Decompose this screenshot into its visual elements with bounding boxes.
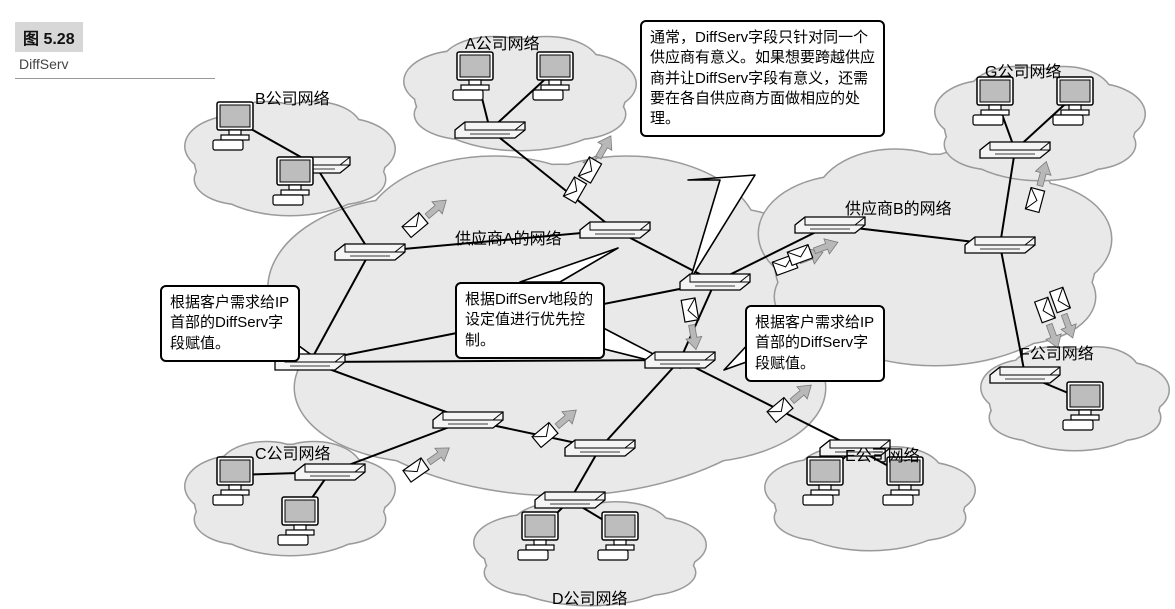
router-pb-w — [795, 217, 865, 233]
pc-b-pc1 — [213, 102, 253, 150]
cloud-company-b — [186, 102, 395, 215]
router-r-c — [295, 464, 365, 480]
lbl-pa: 供应商A的网络 — [455, 225, 562, 249]
diagram-stage: 图 5.28 DiffServ — [0, 0, 1175, 609]
lbl-a: A公司网络 — [465, 30, 540, 54]
router-pa-nw — [335, 244, 405, 260]
pc-b-pc2 — [273, 157, 313, 205]
router-r-f — [990, 367, 1060, 383]
packet-icon — [772, 245, 825, 277]
packet-icon — [787, 235, 840, 267]
packet-icon — [532, 404, 581, 449]
router-r-g — [980, 142, 1050, 158]
callout-c-left: 根据客户需求给IP首部的DiffServ字段赋值。 — [160, 285, 300, 362]
lbl-f: F公司网络 — [1020, 340, 1094, 364]
pc-a-pc2 — [533, 52, 573, 100]
callout-c-right: 根据客户需求给IP首部的DiffServ字段赋值。 — [745, 305, 885, 382]
packet-icon — [1025, 160, 1054, 213]
router-pb-e — [965, 237, 1035, 253]
lbl-pb: 供应商B的网络 — [845, 195, 952, 219]
packet-icon — [1048, 287, 1080, 340]
pc-a-pc1 — [453, 52, 493, 100]
pc-c-pc1 — [213, 457, 253, 505]
lbl-g: G公司网络 — [985, 58, 1061, 82]
packet-icon — [403, 441, 454, 483]
pc-e-pc1 — [803, 457, 843, 505]
lbl-b: B公司网络 — [255, 85, 330, 109]
router-r-d — [535, 492, 605, 508]
figure-number: 图 5.28 — [15, 22, 83, 52]
callout-c-top: 通常，DiffServ字段只针对同一个供应商有意义。如果想要跨越供应商并让Dif… — [640, 20, 885, 137]
router-pa-sw — [433, 412, 503, 428]
pc-f-pc — [1063, 382, 1103, 430]
figure-caption: DiffServ — [15, 54, 73, 74]
router-pa-n — [580, 222, 650, 238]
cloud-company-g — [936, 67, 1145, 180]
router-pa-s — [565, 440, 635, 456]
callout-c-mid: 根据DiffServ地段的设定值进行优先控制。 — [455, 282, 605, 359]
pc-d-pc2 — [598, 512, 638, 560]
pc-g-pc1 — [973, 77, 1013, 125]
packet-icon — [679, 298, 704, 351]
pc-c-pc2 — [278, 497, 318, 545]
lbl-d: D公司网络 — [552, 585, 628, 609]
packet-icon — [767, 379, 816, 424]
lbl-c: C公司网络 — [255, 440, 331, 464]
packet-icon — [563, 152, 602, 204]
cloud-company-a — [405, 37, 636, 150]
lbl-e: E公司网络 — [845, 442, 920, 466]
pc-g-pc2 — [1053, 77, 1093, 125]
router-r-a — [455, 122, 525, 138]
router-pa-ne — [680, 274, 750, 290]
figure-caption-underline — [15, 78, 215, 79]
router-r-b — [280, 157, 350, 173]
packet-icon — [578, 132, 617, 184]
pc-d-pc1 — [518, 512, 558, 560]
router-pa-e — [645, 352, 715, 368]
packet-icon — [402, 194, 451, 239]
